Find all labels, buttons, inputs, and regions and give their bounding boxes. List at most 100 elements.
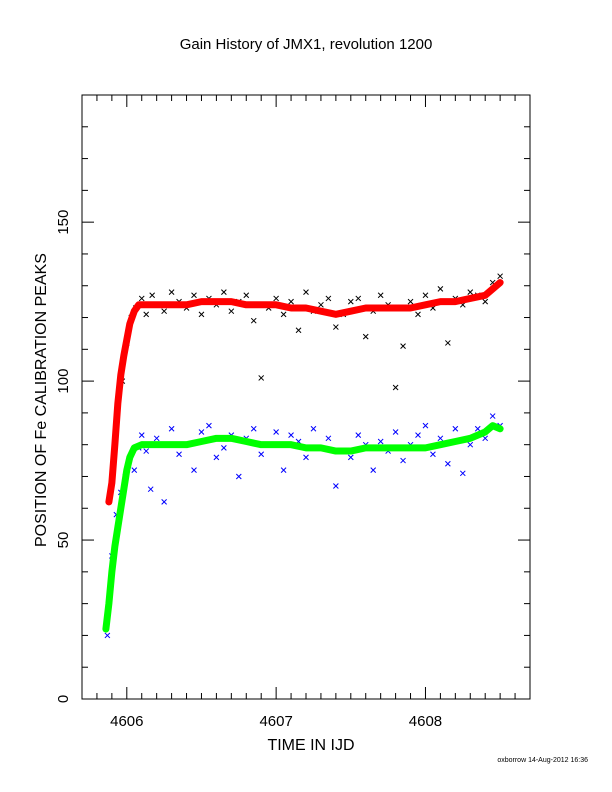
data-point [124, 467, 130, 473]
data-point [363, 445, 369, 451]
data-point [482, 298, 489, 305]
data-point [118, 505, 124, 511]
data-point [280, 467, 287, 473]
data-point [228, 308, 235, 315]
data-point [318, 301, 324, 308]
data-point [437, 299, 443, 305]
data-point [422, 445, 428, 451]
data-point [467, 441, 474, 448]
data-point [221, 445, 227, 451]
data-point [198, 439, 204, 445]
data-point [213, 454, 220, 461]
data-point [437, 442, 443, 448]
data-point [221, 289, 227, 295]
data-point [153, 435, 160, 442]
data-point [258, 442, 264, 448]
data-point [422, 422, 429, 429]
data-point [400, 457, 406, 464]
data-point [243, 302, 249, 308]
data-point [115, 524, 121, 530]
data-point [422, 292, 429, 299]
y-tick-label: 50 [55, 532, 72, 549]
data-point [184, 302, 190, 308]
y-tick-label: 100 [55, 369, 72, 394]
data-point [303, 445, 309, 451]
data-point [198, 299, 204, 305]
data-point [437, 286, 444, 292]
data-point [243, 292, 250, 299]
data-point [333, 448, 339, 454]
data-point [415, 311, 421, 318]
data-point [184, 442, 190, 448]
data-point [250, 425, 257, 432]
data-point [400, 343, 406, 349]
data-point [139, 442, 145, 448]
data-point [228, 299, 234, 305]
data-point [115, 400, 121, 406]
data-point [430, 451, 436, 458]
data-point [127, 321, 133, 327]
data-point [474, 425, 481, 432]
data-point [363, 305, 369, 311]
data-point [250, 317, 257, 324]
chart-title: Gain History of JMX1, revolution 1200 [179, 36, 433, 53]
data-point [393, 305, 399, 311]
data-point [273, 302, 279, 308]
data-point [106, 601, 112, 607]
data-point [161, 499, 167, 505]
data-point [467, 435, 473, 441]
data-point [288, 305, 294, 311]
data-point [288, 442, 294, 448]
data-point [355, 295, 362, 302]
data-point [273, 429, 279, 435]
data-point [109, 480, 115, 486]
data-point [310, 425, 317, 432]
data-point [325, 435, 332, 442]
data-point [378, 305, 384, 311]
data-point [235, 473, 242, 480]
data-point [161, 308, 167, 315]
data-point [198, 429, 205, 435]
series-line [105, 279, 504, 506]
data-point [378, 445, 384, 451]
data-point [437, 435, 444, 442]
data-point [258, 302, 264, 308]
data-point [467, 289, 474, 295]
data-point [392, 384, 399, 391]
data-point [333, 483, 339, 489]
data-point [121, 353, 127, 359]
data-point [206, 422, 212, 429]
data-point [131, 467, 138, 473]
data-point [112, 442, 118, 448]
data-point [422, 302, 428, 308]
data-point [333, 311, 339, 317]
data-point [168, 425, 175, 432]
series-line [102, 422, 504, 633]
footer-credit: oxborrow 14-Aug-2012 16:36 [497, 757, 588, 764]
data-point [109, 569, 115, 575]
data-point [169, 302, 175, 308]
data-point [318, 308, 324, 314]
x-axis-label: TIME IN IJD [267, 737, 355, 754]
data-point [104, 632, 111, 639]
x-tick-label: 4607 [259, 713, 292, 730]
data-point [273, 442, 279, 448]
data-point [490, 423, 496, 429]
data-point [258, 375, 265, 381]
data-point [347, 298, 354, 305]
data-point [213, 299, 219, 305]
data-point [138, 295, 145, 302]
data-point [131, 308, 137, 314]
data-point [288, 432, 294, 439]
data-point [121, 486, 127, 492]
data-point [112, 543, 118, 549]
data-point [370, 467, 377, 473]
data-point [347, 454, 354, 461]
data-point [154, 442, 160, 448]
data-point [482, 435, 489, 442]
data-point [191, 467, 197, 473]
data-point [303, 454, 309, 461]
data-point [143, 448, 150, 454]
data-point [408, 305, 414, 311]
data-point [325, 295, 332, 302]
